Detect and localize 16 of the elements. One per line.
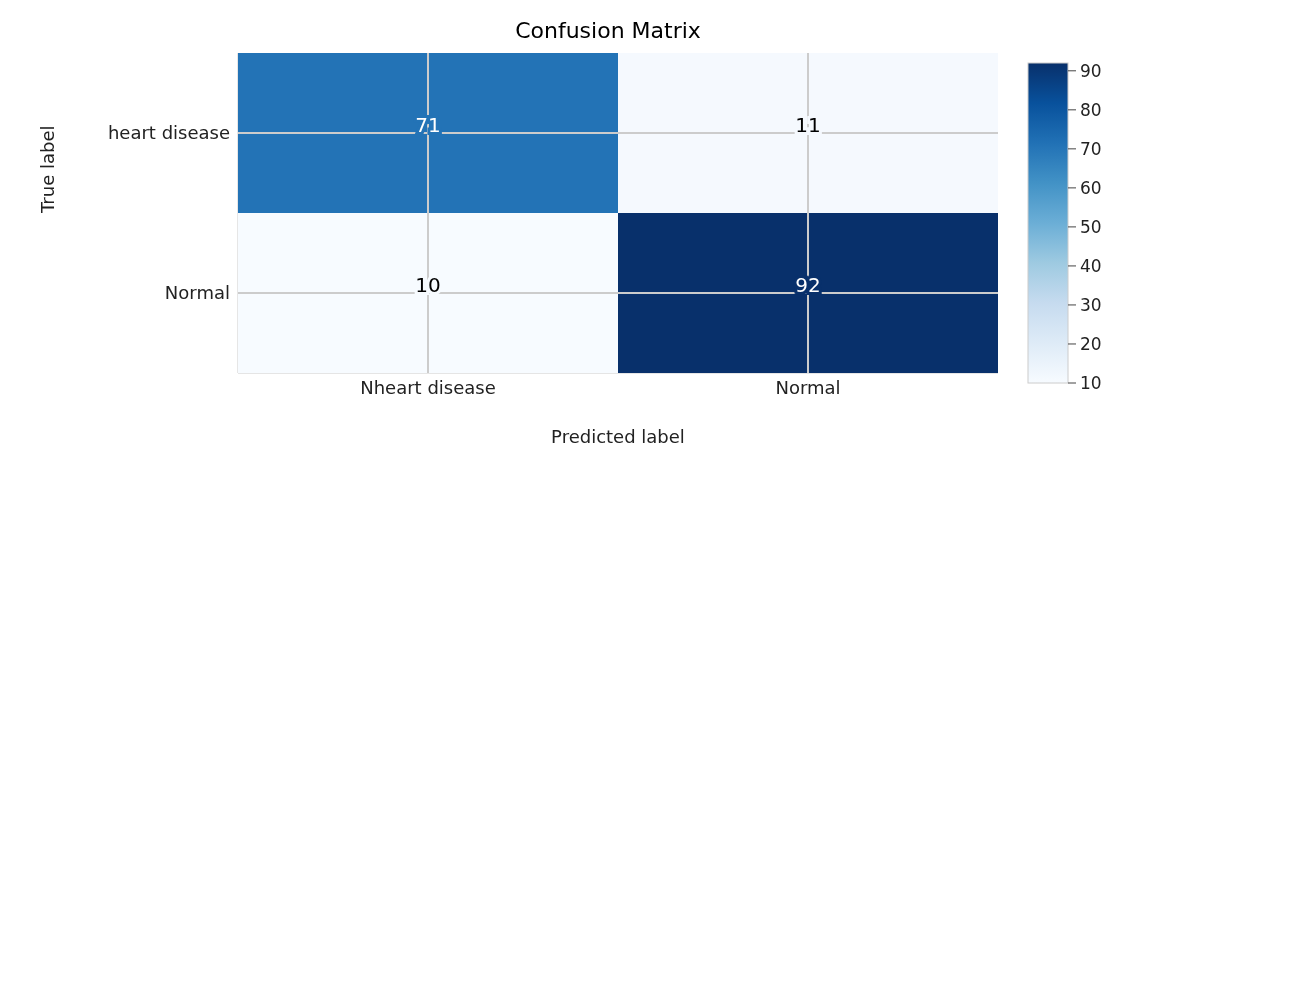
- x-tick-label: Nheart disease: [360, 376, 496, 398]
- color-bar-label: 80: [1080, 99, 1102, 120]
- color-bar-label: 20: [1080, 333, 1102, 354]
- color-bar-label: 60: [1080, 177, 1102, 198]
- color-bar-label: 30: [1080, 294, 1102, 315]
- color-bar-label: 90: [1080, 60, 1102, 81]
- y-tick-label: heart disease: [107, 122, 230, 144]
- color-bar-label: 70: [1080, 138, 1102, 159]
- chart-title: Confusion Matrix: [514, 18, 702, 43]
- data-label: 10: [415, 273, 441, 297]
- color-bar-label: 40: [1080, 255, 1102, 276]
- y-axis-title: True label: [37, 125, 59, 214]
- color-bar-label: 10: [1080, 373, 1102, 393]
- color-bar-label: 50: [1080, 216, 1102, 237]
- x-axis-title: Predicted label: [551, 426, 685, 447]
- data-label: 11: [795, 113, 821, 137]
